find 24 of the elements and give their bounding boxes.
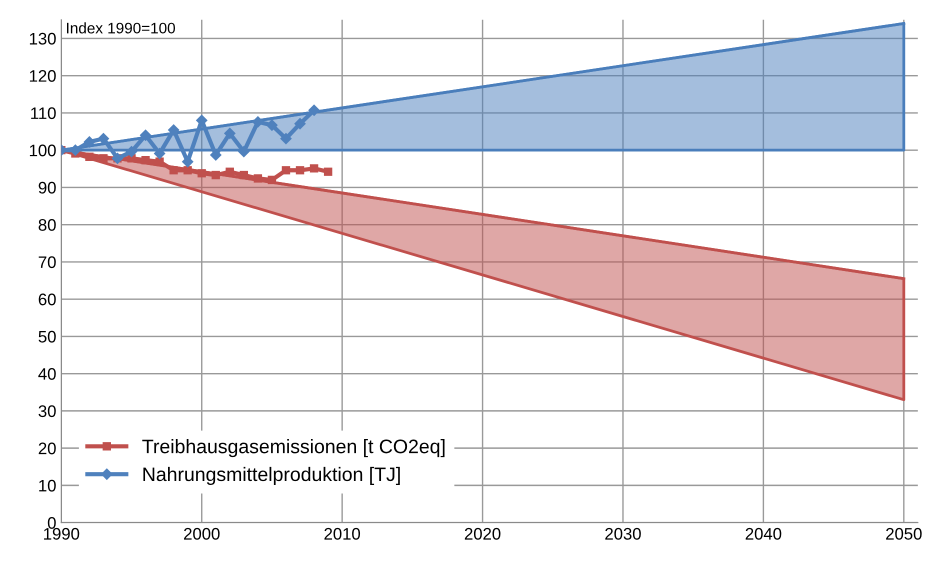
x-tick-label: 1990 — [44, 528, 80, 540]
x-tick-label: 2040 — [746, 528, 782, 540]
x-tick-label: 2030 — [605, 528, 641, 540]
x-tick-label: 2000 — [184, 528, 220, 540]
y-tick-label: 80 — [38, 219, 56, 231]
y-tick-label: 130 — [30, 32, 56, 45]
y-tick-label: 40 — [38, 368, 56, 380]
y-tick-label: 20 — [38, 442, 56, 454]
x-tick-label: 2010 — [324, 528, 360, 540]
x-tick-label: 2020 — [464, 528, 500, 540]
y-tick-label: 90 — [38, 182, 56, 194]
y-tick-label: 50 — [38, 330, 56, 343]
legend-label: Treibhausgasemissionen [t CO2eq] — [142, 439, 444, 458]
y-tick-label: 100 — [30, 144, 56, 156]
annotation: Index 1990=100 — [67, 22, 176, 34]
y-tick-label: 110 — [31, 107, 56, 120]
y-tick-label: 60 — [38, 294, 56, 306]
y-tick-label: 120 — [30, 70, 56, 82]
legend-label: Nahrungsmittelproduktion [TJ] — [143, 466, 400, 486]
y-tick-label: 10 — [39, 480, 56, 492]
y-tick-label: 70 — [38, 256, 56, 268]
x-tick-label: 2050 — [886, 528, 922, 540]
y-tick-label: 0 — [48, 517, 56, 529]
y-tick-label: 30 — [38, 405, 56, 418]
